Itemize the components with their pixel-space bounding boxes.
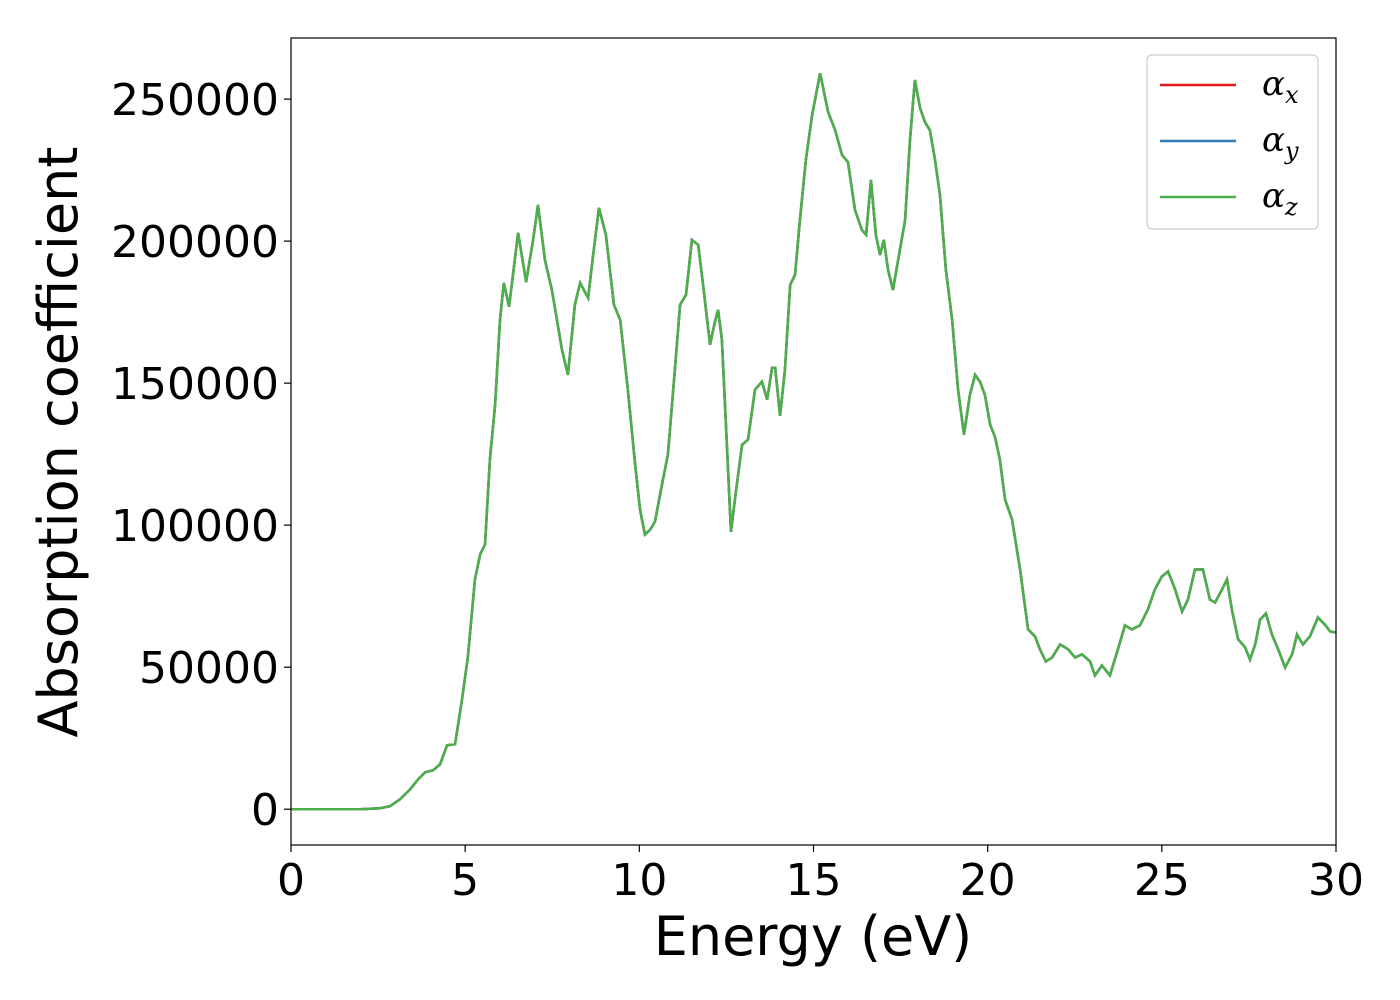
- legend-label: αy: [1262, 120, 1299, 165]
- legend-label: αx: [1262, 64, 1299, 109]
- y-tick-label: 250000: [111, 75, 279, 126]
- x-tick-label: 15: [786, 855, 842, 906]
- y-tick-label: 200000: [111, 217, 279, 268]
- y-axis-label: Absorption coefficient: [27, 147, 90, 738]
- y-tick-label: 100000: [111, 501, 279, 552]
- x-tick-label: 5: [451, 855, 479, 906]
- legend-label: αz: [1262, 176, 1298, 221]
- x-tick-label: 30: [1308, 855, 1364, 906]
- x-tick-label: 20: [960, 855, 1016, 906]
- y-tick-label: 50000: [139, 643, 279, 694]
- x-axis-label: Energy (eV): [654, 905, 973, 968]
- plot-frame: [290, 37, 1337, 846]
- x-tick-label: 25: [1134, 855, 1190, 906]
- y-tick-label: 0: [251, 785, 279, 836]
- x-tick-label: 0: [277, 855, 305, 906]
- x-tick-label: 10: [611, 855, 667, 906]
- y-tick-label: 150000: [111, 359, 279, 410]
- series-line: [291, 72, 1336, 811]
